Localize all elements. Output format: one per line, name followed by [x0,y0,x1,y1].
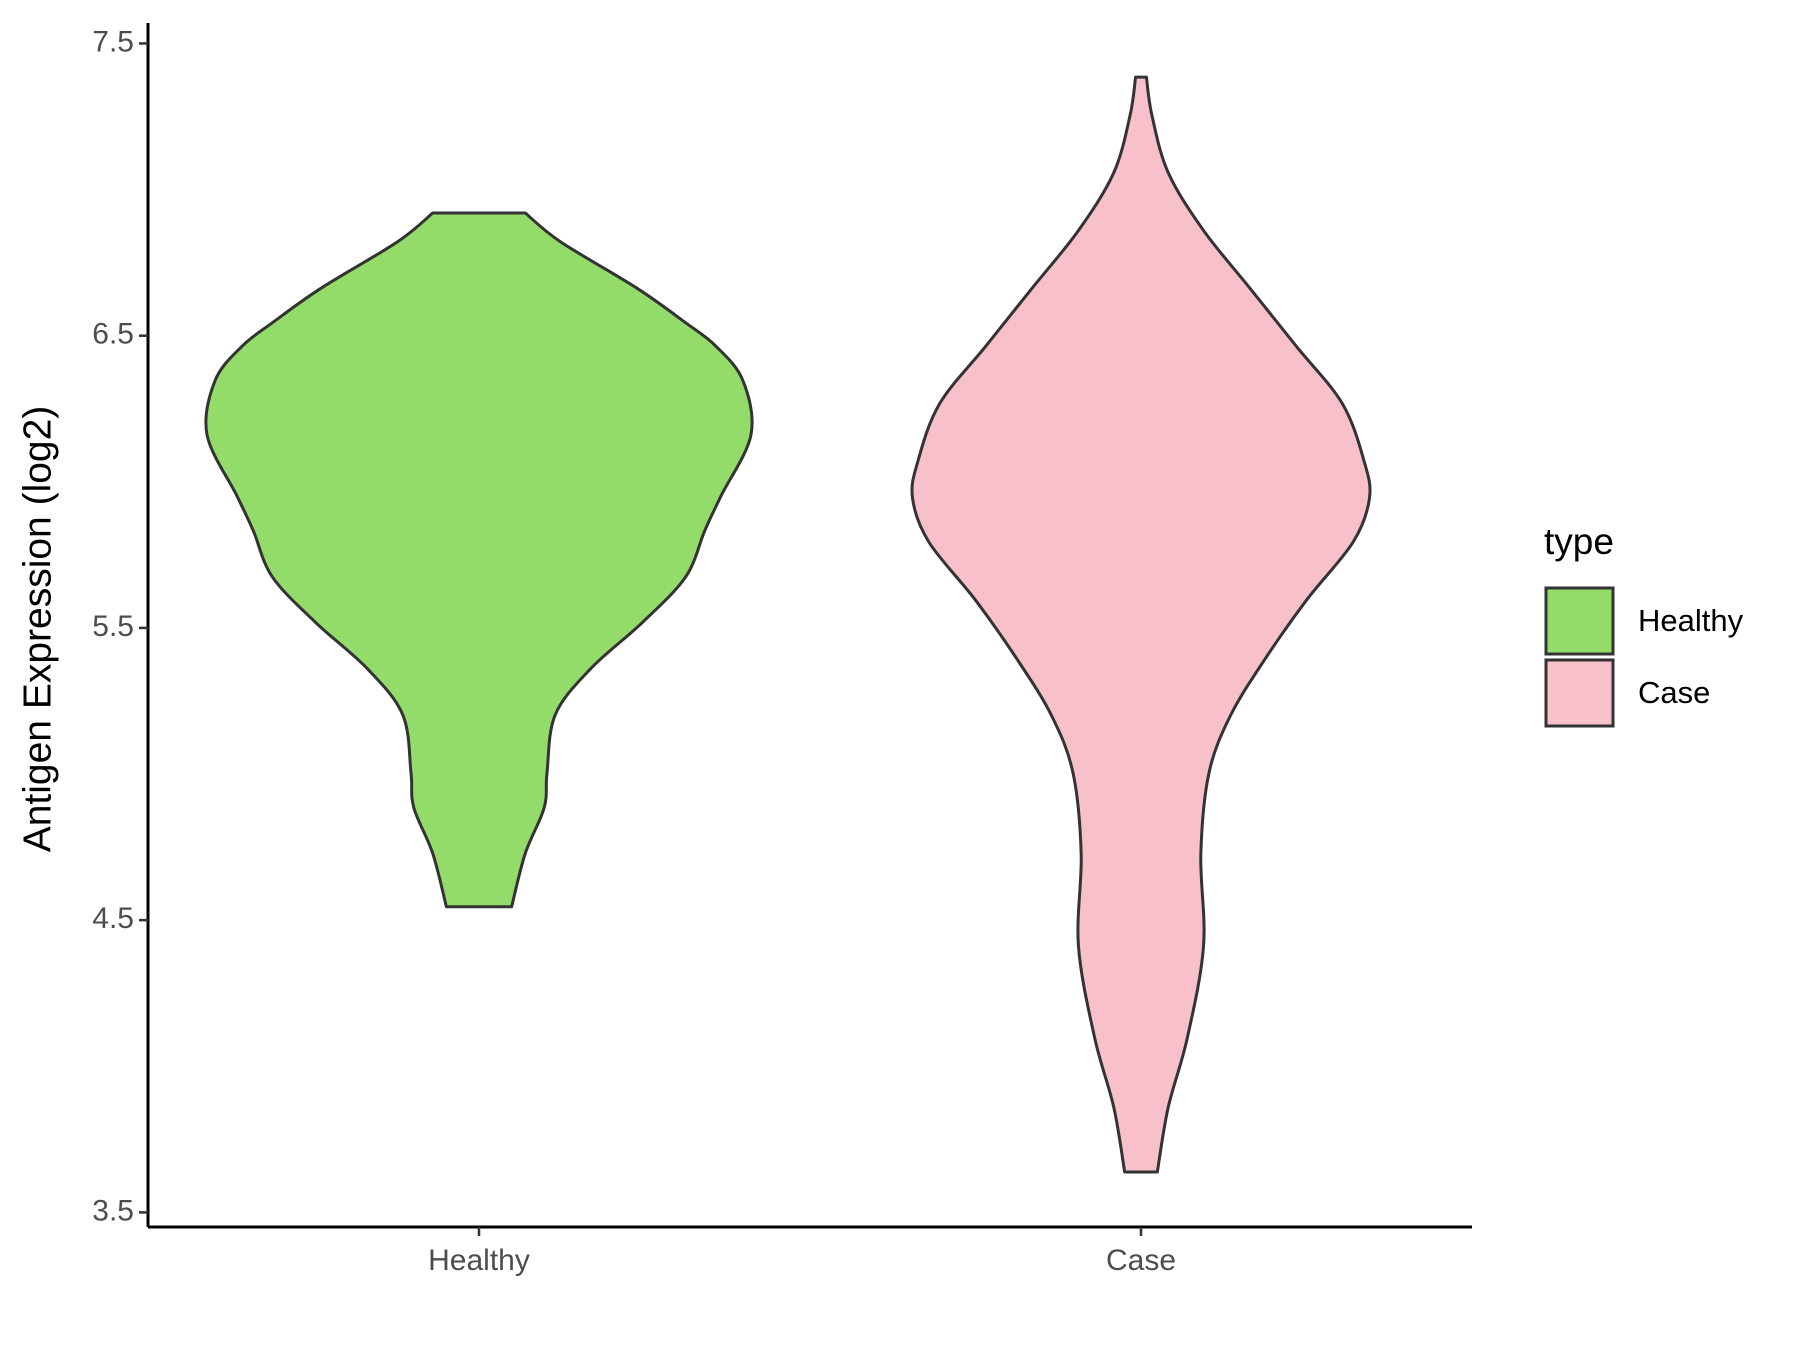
legend-key [1544,658,1615,728]
y-tick-label: 7.5 [92,25,134,58]
legend-label: Case [1638,675,1710,710]
y-tick-label: 3.5 [92,1194,134,1227]
legend-label: Healthy [1638,603,1744,638]
y-tick-label: 6.5 [92,318,134,351]
y-axis-title: Antigen Expression (log2) [16,406,59,853]
legend-title: type [1544,521,1614,562]
x-tick-label: Case [1106,1244,1176,1277]
y-tick-label: 5.5 [92,610,134,643]
violin [910,75,1372,1174]
legend-key [1544,586,1615,656]
y-tick-label: 4.5 [92,902,134,935]
x-tick-label: Healthy [428,1244,530,1277]
violin [204,211,754,909]
